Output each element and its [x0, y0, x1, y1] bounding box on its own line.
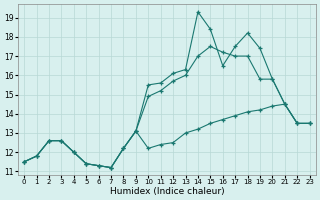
X-axis label: Humidex (Indice chaleur): Humidex (Indice chaleur) — [109, 187, 224, 196]
